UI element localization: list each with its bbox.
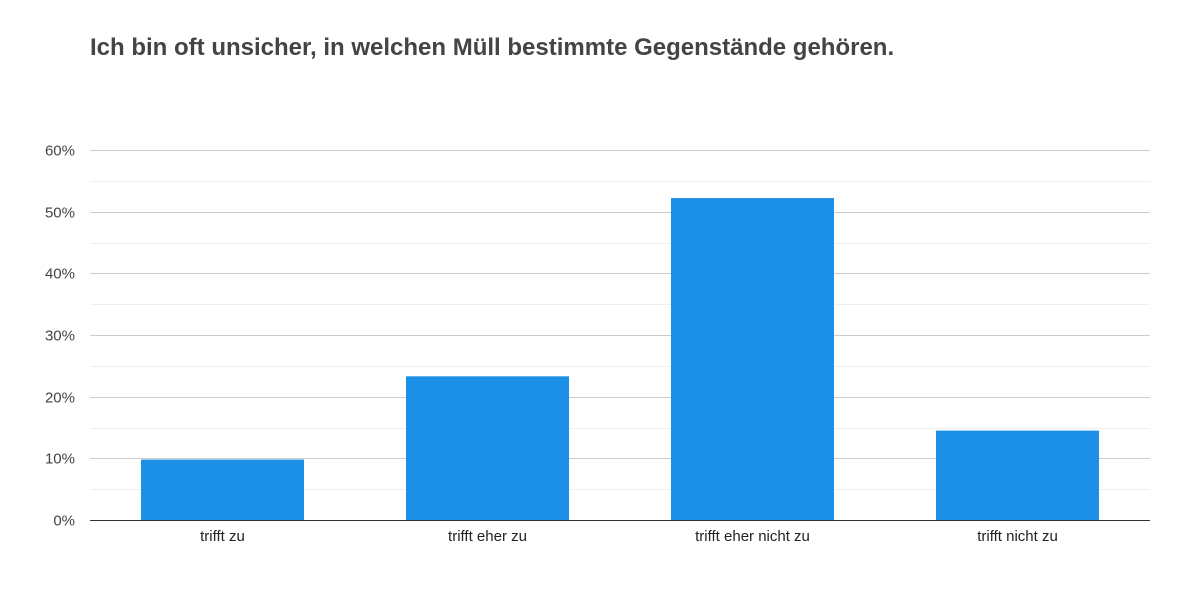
bar <box>936 430 1099 520</box>
y-tick-label: 30% <box>45 328 75 345</box>
x-tick-label: trifft nicht zu <box>977 528 1058 545</box>
y-tick-label: 0% <box>53 513 75 530</box>
y-tick-label: 60% <box>45 143 75 160</box>
y-tick-label: 40% <box>45 266 75 283</box>
x-axis-labels: trifft zu trifft eher zu trifft eher nicht… <box>200 528 1058 545</box>
y-tick-label: 10% <box>45 451 75 468</box>
x-tick-label: trifft eher nicht zu <box>695 528 810 545</box>
grid-layer <box>90 150 1150 490</box>
bar <box>671 198 834 520</box>
x-tick-label: trifft zu <box>200 528 245 545</box>
y-tick-label: 50% <box>45 205 75 222</box>
y-tick-label: 20% <box>45 390 75 407</box>
x-tick-label: trifft eher zu <box>448 528 527 545</box>
y-axis-labels: 0% 10% 20% 30% 40% 50% 60% <box>45 143 75 530</box>
chart-title: Ich bin oft unsicher, in welchen Müll be… <box>90 34 895 61</box>
bar <box>406 376 569 520</box>
bar <box>141 459 304 520</box>
bars <box>141 198 1099 520</box>
